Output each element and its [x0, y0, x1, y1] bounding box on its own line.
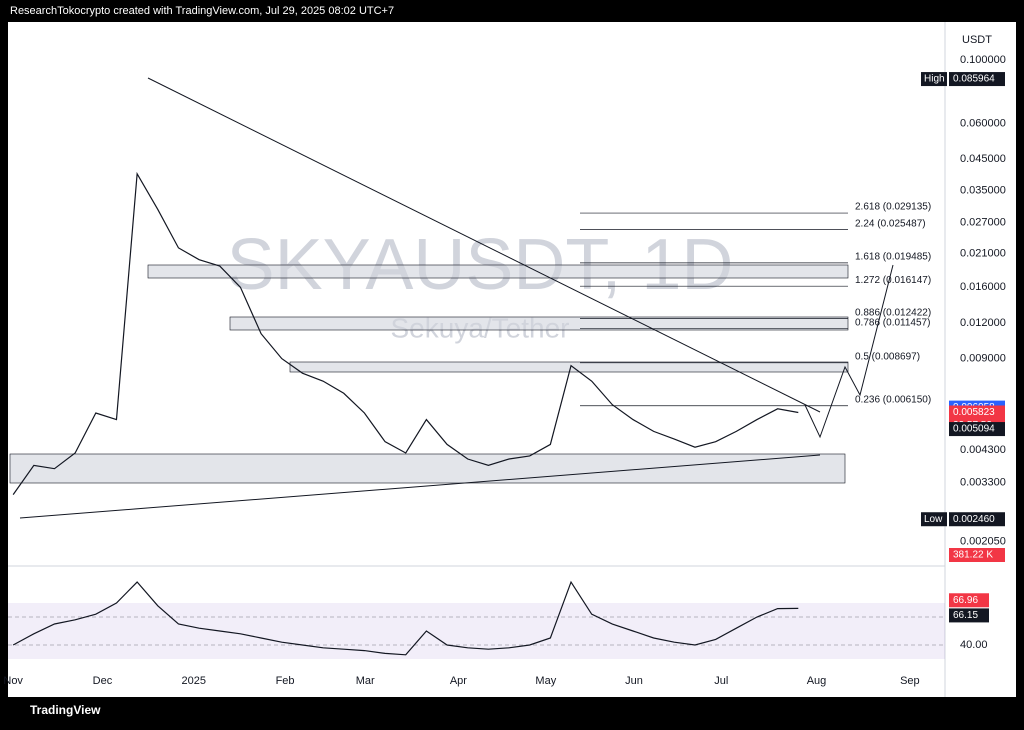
- x-tick-label: May: [535, 675, 556, 687]
- y-tick-label: 0.004300: [960, 444, 1006, 456]
- rsi-tag-label: 66.15: [953, 610, 978, 621]
- price-tag: [949, 512, 1005, 527]
- y-tick-label: 0.021000: [960, 248, 1006, 260]
- price-tag-label: 0.005823: [953, 407, 995, 418]
- fib-label: 0.886 (0.012422): [855, 307, 931, 318]
- tag-name-box: [921, 72, 947, 87]
- footer: TradingView: [30, 703, 101, 717]
- fib-label: 2.618 (0.029135): [855, 202, 931, 213]
- y-tick-label: 0.027000: [960, 216, 1006, 228]
- fib-label: 0.5 (0.008697): [855, 351, 920, 362]
- x-tick-label: Aug: [807, 675, 827, 687]
- x-tick-label: 2025: [182, 675, 206, 687]
- x-tick-label: Jun: [625, 675, 643, 687]
- price-line: [12, 580, 799, 656]
- price-tag-label: 0.005094: [953, 424, 995, 435]
- fib-label: 0.786 (0.011457): [855, 317, 930, 328]
- zones: [9, 264, 849, 484]
- x-tick-label: Dec: [93, 675, 113, 687]
- x-tick-label: Jul: [714, 675, 728, 687]
- x-tick-label: Apr: [450, 675, 467, 687]
- price-tag-label: 0.002460: [953, 514, 995, 525]
- price-tag: [949, 72, 1005, 87]
- fib-label: 0.236 (0.006150): [855, 394, 931, 405]
- unit: USDT: [962, 34, 992, 46]
- rsi-tag-label: 66.96: [953, 595, 978, 606]
- price-tag-label: 0.085964: [953, 74, 995, 85]
- header: ResearchTokocrypto created with TradingV…: [10, 5, 394, 17]
- zone: [229, 316, 849, 331]
- fib-label: 2.24 (0.025487): [855, 218, 926, 229]
- projection: [804, 264, 894, 439]
- y-tick-label: 0.035000: [960, 184, 1006, 196]
- y-tick-label: 0.003300: [960, 477, 1006, 489]
- y-tick-label: 0.100000: [960, 54, 1006, 66]
- x-tick-label: Nov: [3, 675, 23, 687]
- rsi-tag: [949, 608, 989, 623]
- y-tick-label: 40.00: [960, 639, 988, 651]
- y-tick-label: 0.016000: [960, 281, 1006, 293]
- volume-tag-box: [949, 548, 1005, 562]
- rsi-tag: [949, 593, 989, 608]
- y-tick-label: 0.009000: [960, 352, 1006, 364]
- canvas: [8, 22, 1016, 697]
- y-tick-label: 0.012000: [960, 317, 1006, 329]
- zone: [9, 453, 846, 484]
- fib-label: 1.272 (0.016147): [855, 275, 931, 286]
- price-tag: [949, 422, 1005, 437]
- price-tag: [949, 405, 1005, 420]
- tag-name-box: [921, 512, 947, 527]
- tag-name: Low: [924, 514, 943, 525]
- x-tick-label: Feb: [276, 675, 295, 687]
- y-tick-label: 0.045000: [960, 153, 1006, 165]
- zone: [147, 264, 849, 279]
- tag-name: High: [924, 74, 945, 85]
- drawings: [19, 77, 894, 519]
- trendline: [19, 454, 821, 519]
- x-tick-label: Sep: [900, 675, 920, 687]
- x-tick-label: Mar: [356, 675, 375, 687]
- fib-label: 1.618 (0.019485): [855, 252, 931, 263]
- zone: [289, 361, 849, 373]
- rsi-band: [8, 603, 945, 659]
- y-tick-label: 0.002050: [960, 536, 1006, 548]
- volume-tag: 381.22 K: [953, 550, 993, 561]
- trendline: [147, 77, 821, 413]
- price-line: [12, 171, 799, 495]
- y-tick-label: 0.060000: [960, 118, 1006, 130]
